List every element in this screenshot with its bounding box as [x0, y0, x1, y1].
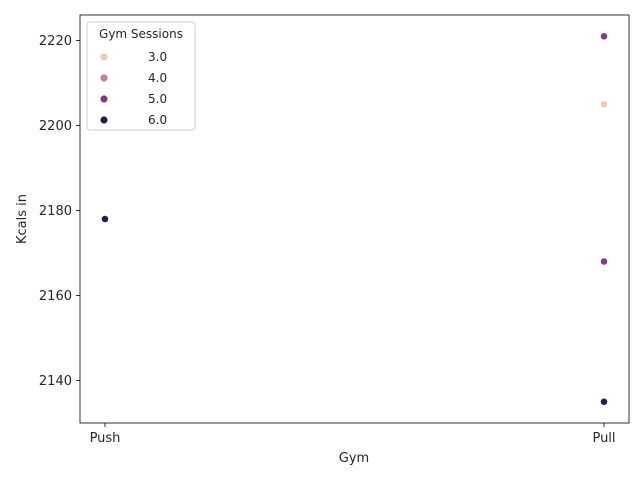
legend-entry-label: 5.0	[148, 92, 167, 106]
legend: Gym Sessions 3.0 4.0 5.0 6.0	[86, 21, 196, 131]
y-tick-label: 2220	[39, 34, 72, 49]
legend-entry-label: 6.0	[148, 113, 167, 127]
data-point	[600, 257, 608, 266]
legend-box	[86, 21, 196, 131]
data-points	[101, 32, 608, 406]
x-tick-label: Pull	[592, 431, 615, 446]
legend-entry-label: 3.0	[148, 50, 167, 64]
plot-frame	[79, 14, 630, 424]
x-axis-label: Gym	[339, 451, 369, 466]
y-axis-label: Kcals in	[15, 194, 30, 244]
data-point	[600, 100, 608, 109]
y-tick-label: 2140	[39, 374, 72, 389]
data-point	[101, 215, 109, 223]
x-tick-label: Push	[90, 431, 121, 446]
legend-marker	[100, 74, 108, 82]
y-tick-label: 2180	[39, 204, 72, 219]
y-tick-label: 2200	[39, 119, 72, 134]
data-point	[600, 32, 608, 41]
y-tick-label: 2160	[39, 289, 72, 304]
legend-marker	[100, 116, 108, 124]
data-point	[600, 397, 608, 406]
legend-entry-label: 4.0	[148, 71, 167, 85]
plot-area	[79, 14, 630, 424]
legend-marker	[100, 53, 108, 61]
x-axis-ticks: Push Pull	[90, 423, 616, 446]
legend-title: Gym Sessions	[99, 27, 183, 41]
y-axis-ticks: 2140 2160 2180 2200 2220	[39, 34, 80, 389]
legend-marker	[100, 95, 108, 103]
